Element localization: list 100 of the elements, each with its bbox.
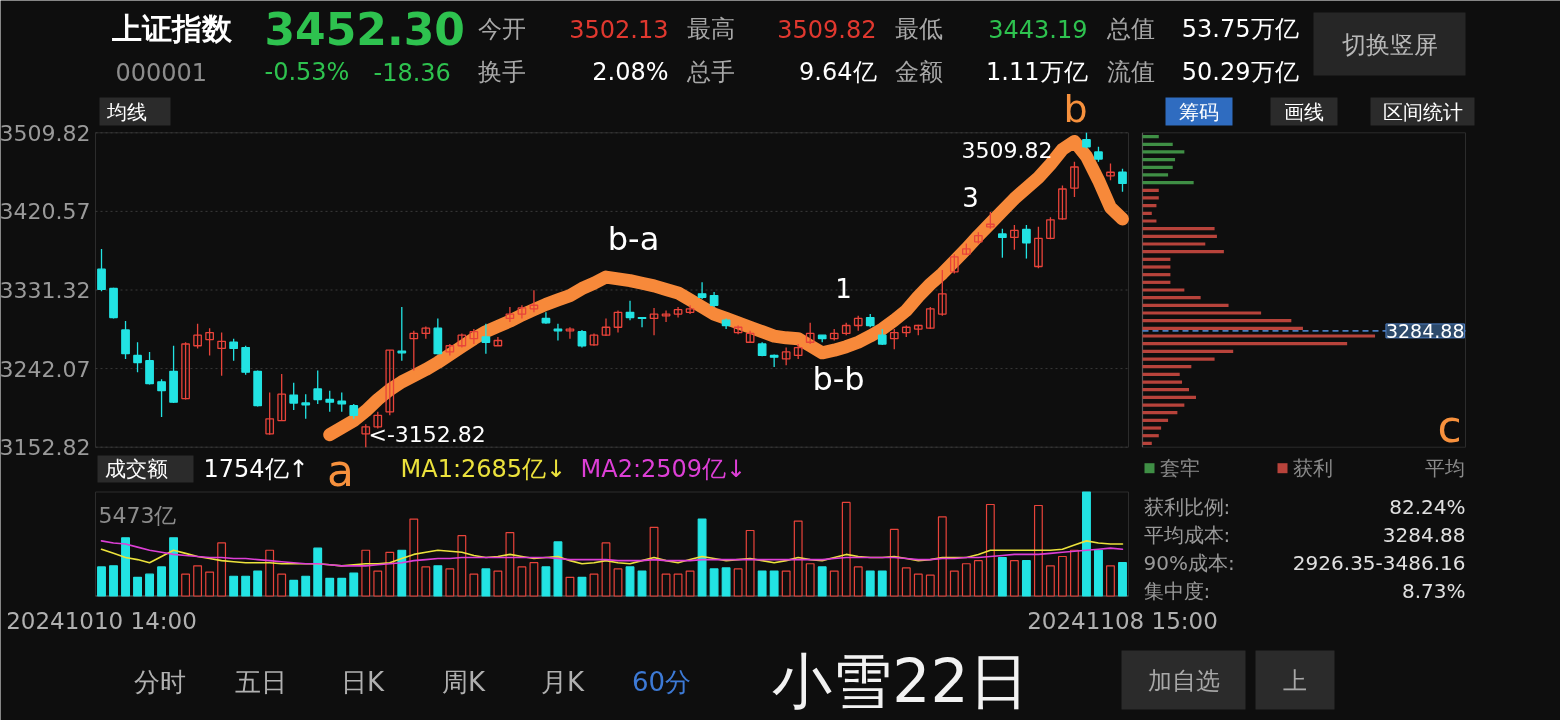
bar [253,570,263,597]
bar [145,573,154,597]
bar [289,579,299,597]
bar [805,563,815,597]
text: 90%成本: [1143,550,1235,575]
bar [925,574,935,597]
bar [733,568,743,597]
bar [229,575,239,597]
bar [685,570,695,597]
bar [721,567,731,597]
category-label: 分时 [133,666,186,697]
text: 3452.30 [264,4,465,55]
bar [613,568,623,597]
bar [445,568,455,597]
text: 3443.19 [988,15,1088,44]
bar [1045,565,1055,597]
text: 集中度: [1143,578,1211,603]
category-label: 日K [340,666,385,697]
bar [421,566,431,597]
text: 3502.13 [569,15,669,44]
bar [565,576,575,597]
category-label: 60分 [631,666,692,697]
bar [709,568,719,597]
bar [121,537,130,597]
category-label: 今开 [477,14,526,43]
bar [457,535,467,597]
bar [433,565,443,597]
bar [1070,549,1079,597]
bar [661,573,671,597]
bar [337,577,347,597]
bar [133,576,142,597]
bar [325,577,335,597]
text: 1.11万亿 [986,57,1088,86]
bar [553,541,563,597]
bar [505,531,515,597]
category-label: 上 [1282,666,1307,695]
category-label: 最高 [686,14,735,43]
text: 上证指数 [110,11,233,46]
bar [889,528,899,597]
bar [481,568,491,597]
bar [277,573,287,597]
text: 9.64亿 [799,57,877,86]
bar [673,573,683,597]
category-label: 总值 [1105,14,1155,43]
bar [589,573,599,597]
bar [697,518,707,597]
bar [181,573,191,597]
bar [1009,560,1019,597]
bar [853,566,863,597]
bar [541,566,551,597]
bar [529,562,539,597]
bar [793,520,803,597]
bar [865,570,875,597]
annotation: 5473亿 [98,503,177,528]
bar [241,575,251,597]
text: 8.73% [1401,578,1466,603]
category-label: 月K [540,666,585,697]
bar [817,566,827,597]
bar [877,570,887,597]
category-label: 切换竖屏 [1341,30,1438,59]
bar [649,526,659,597]
bar [469,573,479,597]
text: 82.24% [1389,494,1466,519]
bar [949,570,959,597]
category-label: 金额 [894,57,943,86]
text: 3509.82 [777,15,877,44]
bar [205,571,215,597]
category-label: 换手 [477,57,526,86]
text: 小雪22日 [772,645,1029,716]
bar [745,529,755,597]
bar [841,501,851,597]
bar [1033,504,1043,597]
bar [985,503,995,597]
text: 50.29万亿 [1181,57,1299,86]
bar [409,518,419,597]
bar [1118,562,1127,597]
x-tick-label: 20241010 14:00 [6,607,197,634]
bar [349,572,359,597]
bar [493,570,503,597]
bar [397,549,407,597]
bar [781,570,791,597]
bar [901,567,911,597]
bar [937,516,947,597]
bar [217,542,227,597]
bar [1106,565,1115,597]
bar [1057,555,1067,597]
bar [997,556,1007,597]
text: 3284.88 [1382,522,1466,547]
bar [757,570,767,597]
category-label: 总手 [685,57,735,86]
category-label: 周K [441,666,486,697]
bar [97,566,106,597]
bar [361,549,371,597]
text: 000001 [115,58,208,87]
bar [109,565,118,597]
category-label: 五日 [234,666,287,697]
bar [517,566,527,597]
bar [1082,491,1091,597]
bar [157,566,167,597]
bar [1094,549,1103,597]
